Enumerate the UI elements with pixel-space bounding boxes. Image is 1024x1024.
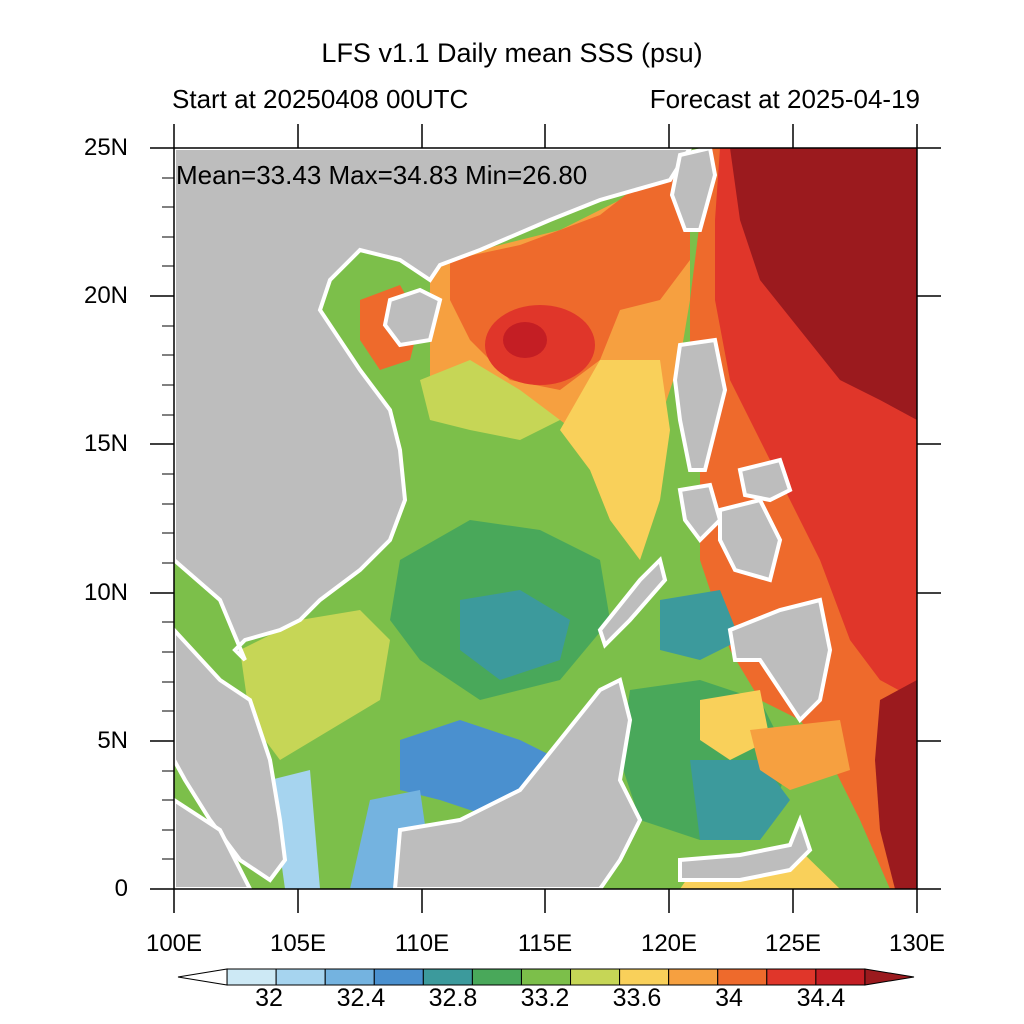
map-field [174, 148, 917, 889]
colorbar-swatch [520, 968, 572, 986]
colorbar-swatch [619, 968, 670, 986]
samar-island [737, 457, 793, 503]
colorbar-swatch [668, 968, 719, 986]
eddy-core [503, 322, 547, 358]
minor-ticks [162, 177, 174, 860]
sumatra-landmass [174, 797, 253, 889]
sulawesi-north-arm [678, 814, 813, 882]
colorbar-swatch [717, 968, 768, 986]
colorbar-swatch [570, 968, 621, 986]
colorbar-swatch [324, 968, 375, 986]
sulu-teal [660, 590, 740, 660]
mindoro-island [677, 482, 723, 544]
malay-peninsula [174, 627, 288, 883]
colorbar-label: 32.4 [336, 984, 386, 1012]
pacific-max [730, 148, 917, 420]
palawan-island [597, 556, 668, 649]
lon-label-105e: 105E [269, 930, 327, 957]
colorbar-swatch [226, 968, 277, 986]
colorbar-label: 33.2 [520, 984, 570, 1012]
lat-label-10n: 10N [83, 579, 128, 606]
colorbar-swatch [815, 968, 866, 986]
colorbar-label: 32 [255, 984, 283, 1012]
forecast-time-label: Forecast at 2025-04-19 [649, 84, 920, 114]
colorbar-swatch [177, 968, 228, 986]
lon-label-125e: 125E [764, 930, 822, 957]
celebes-teal [690, 760, 790, 840]
colorbar-swatch [373, 968, 424, 986]
colorbar-swatch [864, 968, 915, 986]
hainan-island [382, 287, 443, 348]
stats-label: Mean=33.43 Max=34.83 Min=26.80 [176, 160, 588, 190]
lat-label-5n: 5N [97, 727, 128, 754]
colorbar-swatch [766, 968, 817, 986]
land-masses [174, 148, 833, 889]
lon-label-130e: 130E [888, 930, 946, 957]
lat-label-25n: 25N [83, 134, 128, 161]
axis-ticks [150, 124, 941, 913]
central-teal [460, 590, 570, 680]
taiwan-island [669, 148, 718, 232]
mindanao-island [727, 597, 833, 724]
indochina-landmass [174, 148, 693, 662]
start-time-label: Start at 20250408 00UTC [172, 84, 469, 114]
colorbar-label: 34.4 [796, 984, 846, 1012]
map-title: LFS v1.1 Daily mean SSS (psu) [321, 38, 703, 68]
yellow-band [560, 360, 670, 560]
lon-label-120e: 120E [640, 930, 698, 957]
colorbar-swatch [471, 968, 522, 986]
colorbar [177, 968, 915, 986]
colorbar-label: 32.8 [428, 984, 478, 1012]
molucca-orange [750, 720, 850, 790]
lon-label-115e: 115E [517, 930, 573, 957]
colorbar-label: 34 [715, 984, 743, 1012]
lon-label-110e: 110E [394, 930, 450, 957]
colorbar-label: 33.6 [612, 984, 662, 1012]
luzon-island [672, 337, 728, 472]
borneo-landmass [392, 677, 643, 889]
pacific-southeast-max [875, 680, 917, 889]
lat-label-15n: 15N [83, 430, 128, 457]
lat-label-20n: 20N [83, 282, 128, 309]
lon-label-100e: 100E [145, 930, 203, 957]
lat-label-0: 0 [114, 875, 128, 902]
gulf-thailand [240, 610, 390, 760]
colorbar-swatch [275, 968, 326, 986]
sulu-yellow [700, 690, 770, 760]
yellowgreen-band [420, 360, 560, 440]
colorbar-swatch [422, 968, 473, 986]
